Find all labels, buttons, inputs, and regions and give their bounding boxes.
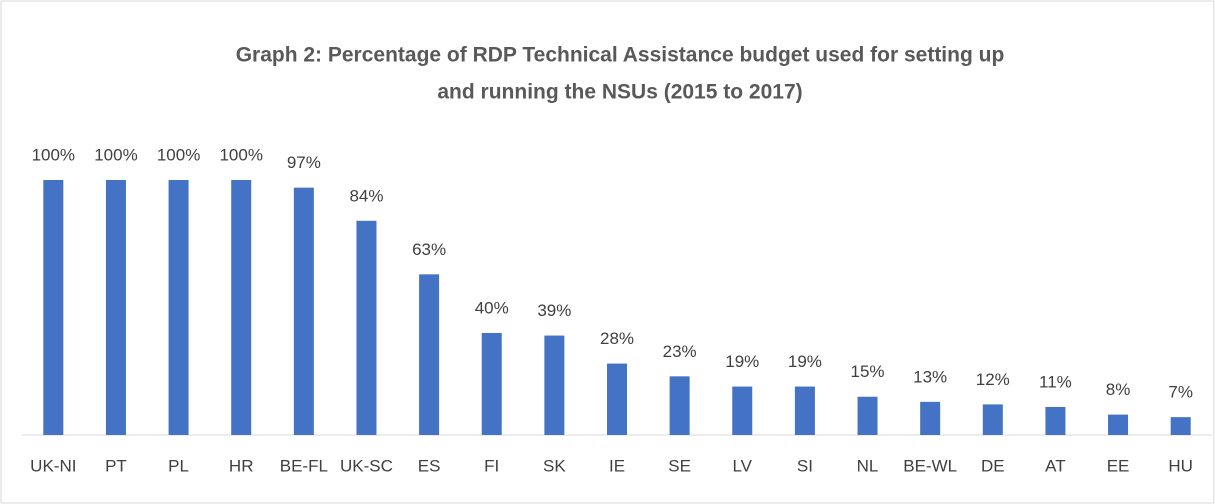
data-label: 100% [94,145,137,164]
bar [607,363,627,435]
chart-title: Graph 2: Percentage of RDP Technical Ass… [236,44,1005,67]
x-tick-label: NL [857,456,879,475]
data-label: 97% [287,153,321,172]
x-tick-label: PL [168,456,189,475]
bar [982,404,1003,435]
bar [544,335,565,435]
bar [293,187,314,435]
x-tick-label: DE [981,456,1005,475]
x-tick-label: EE [1107,456,1130,475]
bar [794,386,815,435]
x-tick-label: LV [732,456,752,475]
x-tick-label: HU [1168,456,1193,475]
bar [1170,417,1191,435]
data-label: 100% [157,145,200,164]
data-label: 15% [851,362,885,381]
bar [168,180,189,435]
data-label: 8% [1106,380,1131,399]
bar [43,180,64,435]
bar [1108,414,1129,435]
data-label: 19% [725,352,759,371]
x-tick-label: UK-NI [30,456,76,475]
bar [732,386,753,435]
data-label: 12% [976,370,1010,389]
data-label: 100% [32,145,75,164]
x-tick-label: SK [543,456,566,475]
data-label: 39% [537,301,571,320]
bar [1045,406,1066,435]
bar [669,376,690,435]
data-label: 100% [219,145,262,164]
bar [920,401,941,435]
chart-title: and running the NSUs (2015 to 2017) [437,81,802,104]
data-label: 84% [349,186,383,205]
bar [857,396,878,435]
x-tick-label: PT [105,456,127,475]
x-tick-label: IE [609,456,625,475]
x-tick-label: UK-SC [340,456,393,475]
data-label: 13% [913,367,947,386]
x-tick-label: BE-WL [903,456,957,475]
data-label: 11% [1039,372,1072,391]
data-label: 63% [412,240,446,259]
x-tick-label: SE [668,456,691,475]
x-tick-label: SI [797,456,813,475]
x-tick-label: HR [229,456,254,475]
bar [356,220,377,435]
bar [231,180,252,435]
data-label: 23% [663,342,697,361]
data-label: 7% [1168,383,1193,402]
x-tick-label: FI [484,456,499,475]
x-tick-label: BE-FL [280,456,328,475]
x-tick-label: ES [418,456,441,475]
data-label: 40% [475,298,509,317]
bar [105,180,126,435]
bar [481,333,502,435]
data-label: 28% [600,329,634,348]
bar [419,274,440,435]
x-tick-label: AT [1045,456,1065,475]
data-label: 19% [788,352,822,371]
